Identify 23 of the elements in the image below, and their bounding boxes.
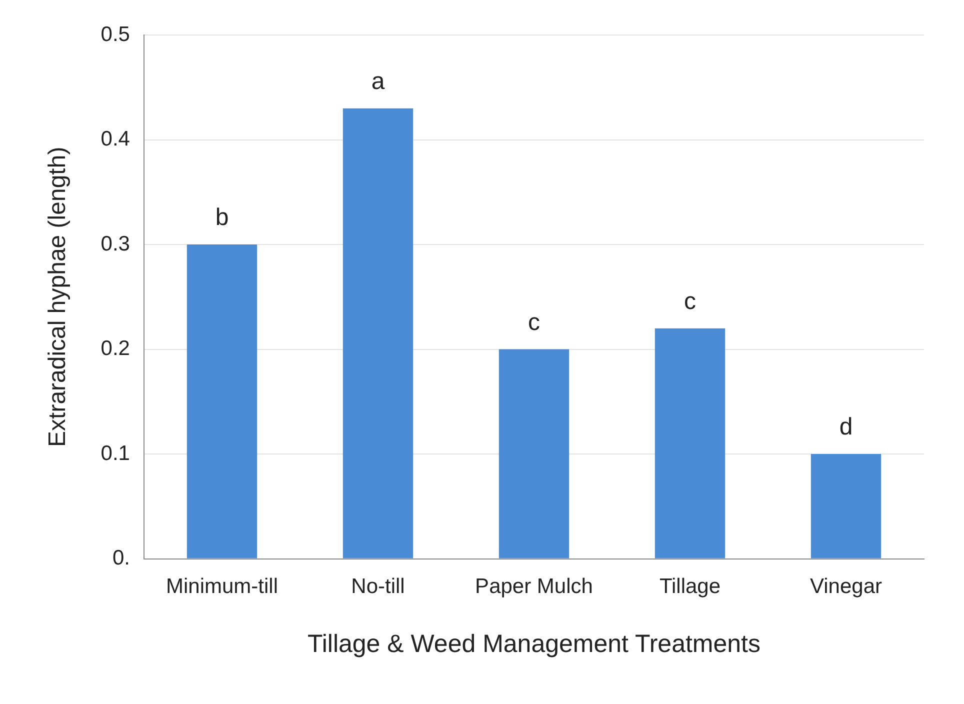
- y-tick-label: 0.2: [100, 337, 130, 360]
- bar: [498, 349, 570, 558]
- bar: [810, 454, 882, 558]
- y-tick-label: 0.: [112, 546, 130, 570]
- bar: [654, 328, 726, 558]
- y-tick-label: 0.5: [100, 22, 130, 46]
- x-tick-label: Minimum-till: [166, 575, 278, 598]
- y-tick-label: 0.4: [100, 128, 130, 151]
- annotation: d: [839, 414, 853, 441]
- x-tick-label: No-till: [351, 575, 405, 598]
- x-tick-label: Paper Mulch: [475, 575, 593, 598]
- x-tick-label: Tillage: [659, 575, 721, 598]
- bar: [186, 244, 258, 558]
- annotation: a: [371, 68, 386, 95]
- annotation: c: [684, 288, 696, 315]
- annotation: c: [528, 308, 540, 336]
- x-tick-label: Vinegar: [810, 575, 882, 598]
- annotation: b: [215, 204, 229, 232]
- y-axis-title: Extraradical hyphae (length): [44, 146, 72, 447]
- bar: [342, 108, 414, 558]
- x-axis-title: Tillage & Weed Management Treatments: [307, 630, 761, 658]
- y-tick-label: 0.1: [100, 442, 130, 465]
- y-tick-label: 0.3: [100, 232, 130, 256]
